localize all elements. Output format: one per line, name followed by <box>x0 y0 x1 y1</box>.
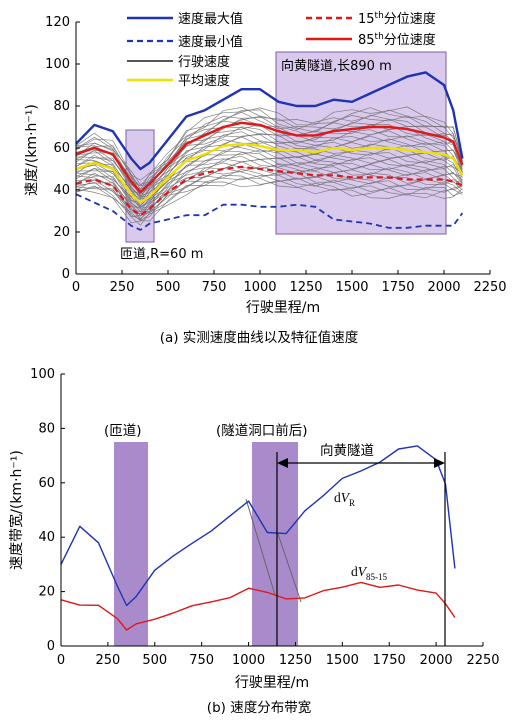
driving-speed-trace <box>75 106 463 181</box>
panel-a-tunnel-label: 向黄隧道,长890 m <box>281 58 392 74</box>
panel-a-x-tick-label: 500 <box>156 280 181 295</box>
panel-a: 0 250 500 750 1000 1250 1500 1750 2000 2250 0 20 40 6… <box>24 11 507 346</box>
panel-a-y-tick-label: 80 <box>53 99 70 114</box>
panel-a-caption: (a) 实测速度曲线以及特征值速度 <box>160 330 359 346</box>
driving-speed-trace <box>75 109 463 185</box>
panel-b-x-tick-label: 0 <box>57 653 65 668</box>
driving-speed-trace <box>75 175 463 226</box>
panel-b-y-tick-label: 80 <box>38 421 55 436</box>
legend-min-label: 速度最小值 <box>178 34 243 50</box>
series-max-speed <box>75 71 464 171</box>
panel-b-x-tick-label: 1750 <box>373 653 406 668</box>
driving-speed-trace <box>75 161 463 220</box>
panel-a-y-tick-label: 100 <box>45 57 70 72</box>
arrow-head-right-icon <box>434 458 445 468</box>
panel-b-x-tick-label: 750 <box>189 653 214 668</box>
legend-drive-label: 行驶速度 <box>178 54 230 70</box>
panel-b-x-tick-label: 1250 <box>279 653 312 668</box>
panel-b-y-tick-label: 20 <box>38 585 55 600</box>
panel-b-dv85-label: dV85-15 <box>351 564 387 582</box>
panel-a-x-tick-label: 0 <box>72 280 80 295</box>
panel-a-x-tick-label: 2250 <box>473 280 506 295</box>
panel-a-x-tick-label: 1000 <box>243 280 276 295</box>
panel-b-x-axis-label: 行驶里程/m <box>235 675 309 691</box>
panel-b-y-axis-label: 速度带宽/(km·h⁻¹) <box>8 450 25 570</box>
panel-b-x-tick-label: 1500 <box>326 653 359 668</box>
arrow-head-left-icon <box>277 458 288 468</box>
panel-a-ticks: 0 250 500 750 1000 1250 1500 1750 2000 2250 0 20 40 6… <box>45 15 506 295</box>
panel-b-y-tick-label: 60 <box>38 476 55 491</box>
legend-max-label: 速度最大值 <box>178 11 243 27</box>
driving-speed-trace <box>75 107 463 191</box>
legend-p85-label: 85th分位速度 <box>358 32 436 48</box>
panel-a-y-tick-label: 20 <box>53 225 70 240</box>
panel-a-ramp-label-bg <box>118 244 228 262</box>
panel-b-ramp-label: (匝道) <box>104 423 142 439</box>
driving-speed-trace <box>75 126 463 199</box>
series-dVR <box>60 445 456 607</box>
driving-speed-trace <box>75 144 463 207</box>
driving-speed-trace <box>75 134 463 198</box>
panel-a-legend: 速度最大值 速度最小值 行驶速度 平均速度 15th分位速度 85th分位速度 <box>127 11 436 89</box>
panel-b-x-tick-label: 250 <box>95 653 120 668</box>
driving-speed-trace <box>75 126 463 197</box>
driving-speed-trace <box>75 155 463 217</box>
panel-a-x-tick-label: 750 <box>202 280 227 295</box>
panel-b-ticks: 0 250 500 750 1000 1250 1500 1750 2000 2250 0 20 40 6… <box>30 367 499 668</box>
panel-a-y-tick-label: 0 <box>62 267 70 282</box>
driving-speed-trace <box>75 150 463 213</box>
driving-speed-trace <box>75 162 463 214</box>
driving-speed-trace <box>75 168 463 221</box>
panel-b-caption: (b) 速度分布带宽 <box>207 699 311 716</box>
panel-b-tunnel-label: 向黄隧道 <box>320 443 374 459</box>
panel-b-region-portal <box>252 442 298 646</box>
panel-a-x-tick-label: 1250 <box>289 280 322 295</box>
series-avg-speed <box>75 142 464 204</box>
driving-speed-trace <box>75 115 463 187</box>
panel-b-dvr-label: dVR <box>334 490 355 508</box>
panel-b-dv85-label-v: V <box>358 564 368 579</box>
panel-a-x-axis-label: 行驶里程/m <box>246 300 320 316</box>
panel-a-y-tick-label: 120 <box>45 15 70 30</box>
series-p15-speed <box>75 165 463 217</box>
panel-b-x-tick-label: 2250 <box>466 653 499 668</box>
panel-b-dv85-label-sub: 85-15 <box>366 572 387 582</box>
panel-b-x-tick-label: 1000 <box>232 653 265 668</box>
panel-b: 0 250 500 750 1000 1250 1500 1750 2000 2250 0 20 40 6… <box>8 367 500 716</box>
panel-a-y-axis-label: 速度/(km·h⁻¹) <box>24 104 40 196</box>
panel-b-y-tick-label: 0 <box>47 639 55 654</box>
series-dV85-15 <box>60 581 456 631</box>
panel-b-dv85-label-d: d <box>351 564 358 579</box>
panel-b-dvr-label-v: V <box>341 490 351 505</box>
driving-speed-trace <box>75 159 463 211</box>
panel-a-y-tick-label: 60 <box>53 141 70 156</box>
driving-speed-trace <box>75 177 463 222</box>
panel-b-y-tick-label: 100 <box>30 367 55 382</box>
panel-a-x-tick-label: 1500 <box>335 280 368 295</box>
panel-b-portal-label: (隧道洞口前后) <box>216 422 308 439</box>
panel-b-x-tick-label: 500 <box>142 653 167 668</box>
series-min-speed <box>75 193 464 231</box>
driving-speed-trace <box>75 167 463 221</box>
panel-b-guide-line-2 <box>277 533 302 603</box>
panel-a-ramp-label: 匝道,R=60 m <box>120 247 203 262</box>
panel-b-region-ramp <box>114 442 148 646</box>
panel-b-guide-line-1 <box>245 498 276 596</box>
series-p85-speed <box>75 121 464 194</box>
driving-speed-trace <box>75 118 463 196</box>
panel-a-x-tick-label: 1750 <box>381 280 414 295</box>
legend-p15-label: 15th分位速度 <box>358 11 436 27</box>
panel-b-series <box>60 445 456 631</box>
legend-avg-label: 平均速度 <box>178 73 230 89</box>
panel-a-x-tick-label: 250 <box>110 280 135 295</box>
panel-a-y-tick-label: 40 <box>53 183 70 198</box>
panel-b-x-tick-label: 2000 <box>420 653 453 668</box>
panel-a-x-tick-label: 2000 <box>427 280 460 295</box>
panel-b-dvr-label-sub: R <box>349 498 355 508</box>
panel-b-y-tick-label: 40 <box>38 530 55 545</box>
panel-b-dvr-label-d: d <box>334 490 341 505</box>
panel-a-feature-series <box>75 71 464 231</box>
